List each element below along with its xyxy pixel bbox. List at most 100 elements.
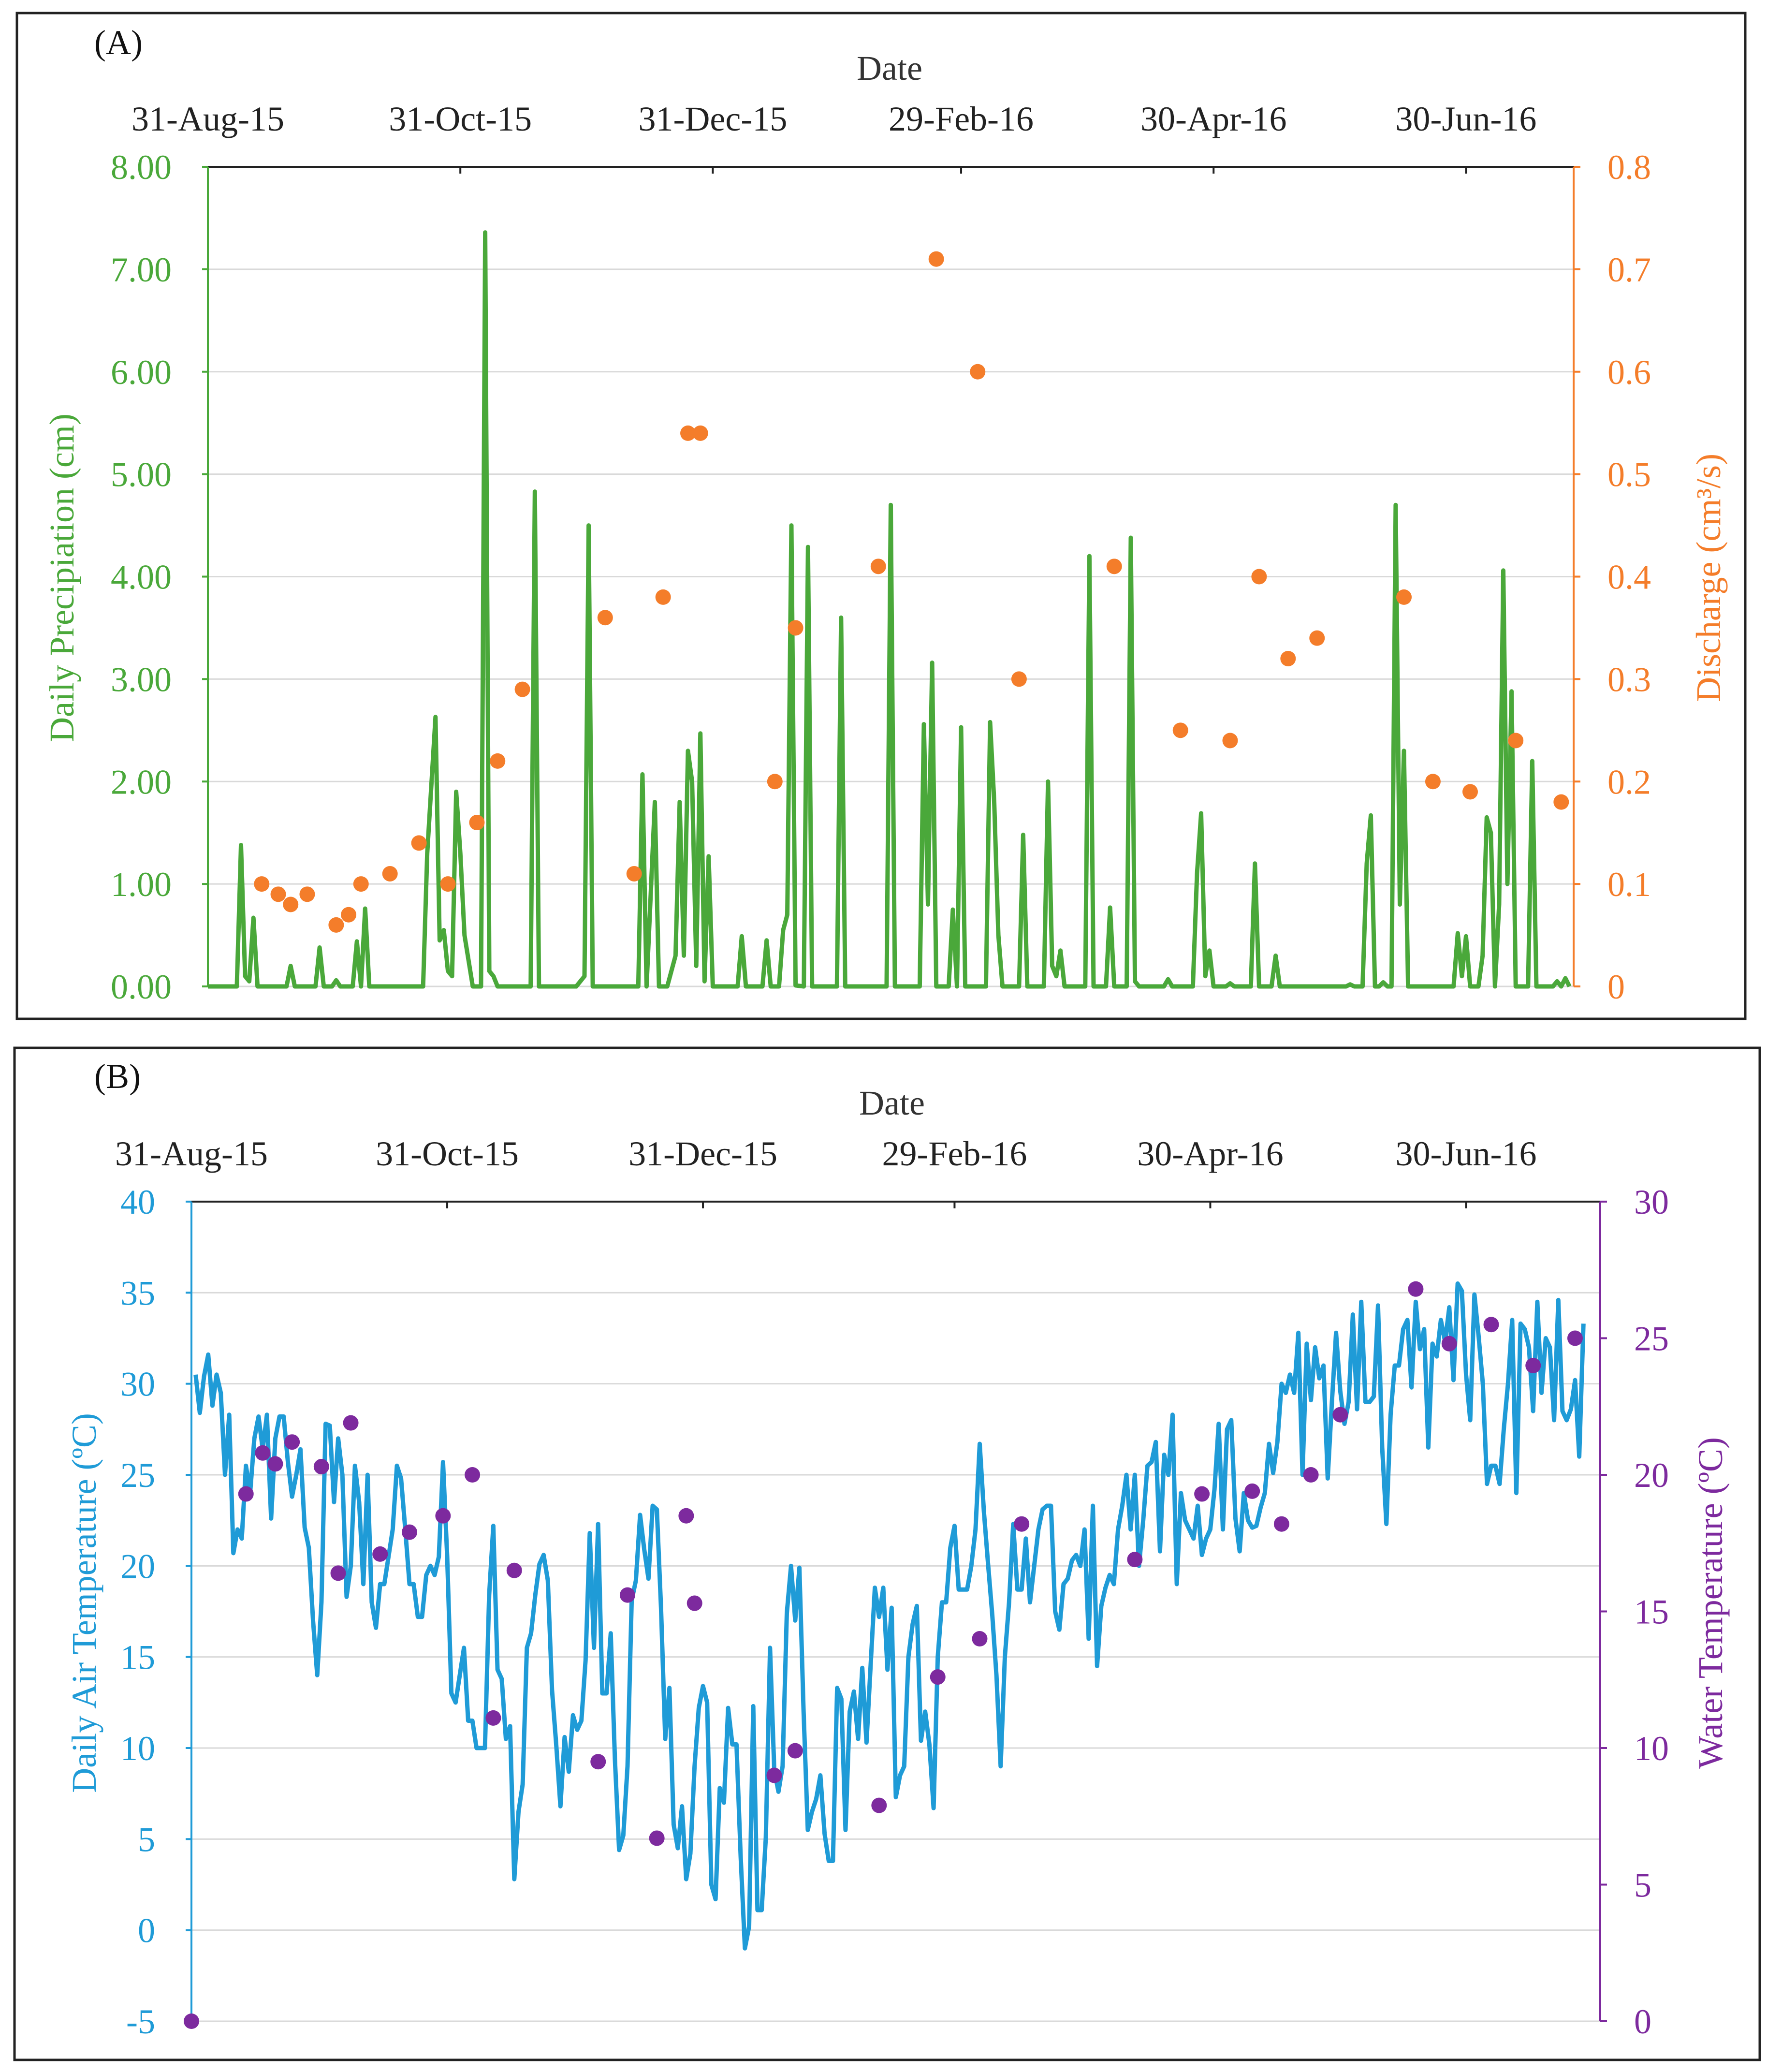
data-point bbox=[313, 1459, 329, 1475]
left-tick-label: 5 bbox=[138, 1820, 155, 1859]
left-tick-label: 8.00 bbox=[111, 148, 172, 187]
data-point bbox=[435, 1508, 451, 1524]
panel-a-right-axis: 0 0.1 0.2 0.3 0.4 0.5 0.6 0.7 0.8 bbox=[1573, 148, 1651, 1006]
data-point bbox=[928, 251, 944, 267]
x-tick-label: 30-Jun-16 bbox=[1395, 100, 1536, 138]
panel-b-frame bbox=[13, 1046, 1761, 2061]
data-point bbox=[1014, 1516, 1030, 1532]
left-tick-label: 0.00 bbox=[111, 968, 172, 1006]
data-point bbox=[1525, 1358, 1541, 1373]
panel-b-x-axis: 31-Aug-15 31-Oct-15 31-Dec-15 29-Feb-16 30-A… bbox=[115, 1134, 1600, 1208]
data-point bbox=[1508, 733, 1524, 749]
data-point bbox=[485, 1710, 501, 1726]
data-point bbox=[299, 886, 315, 902]
right-tick-label: 0 bbox=[1634, 2002, 1651, 2041]
data-point bbox=[649, 1830, 665, 1846]
data-point bbox=[1483, 1317, 1499, 1333]
data-point bbox=[1194, 1486, 1210, 1502]
panel-b: (B) Date 31-Aug-15 31-Oct-15 31-Dec-15 29-F… bbox=[13, 1046, 1761, 2061]
panel-a-left-axis-title: Daily Precipiation (cm) bbox=[43, 413, 81, 742]
x-tick-label: 30-Apr-16 bbox=[1140, 100, 1286, 138]
right-tick-label: 15 bbox=[1634, 1593, 1669, 1631]
data-point bbox=[788, 620, 803, 636]
data-point bbox=[655, 589, 671, 605]
data-point bbox=[930, 1669, 946, 1685]
data-point bbox=[506, 1562, 522, 1578]
left-tick-label: 35 bbox=[120, 1274, 155, 1312]
right-tick-label: 5 bbox=[1634, 1866, 1651, 1905]
data-point bbox=[871, 1797, 887, 1813]
data-point bbox=[1222, 733, 1238, 749]
data-point bbox=[972, 1631, 988, 1646]
data-point bbox=[283, 896, 299, 912]
panel-b-right-axis: 0 5 10 15 20 25 30 bbox=[1599, 1183, 1669, 2041]
panel-b-left-axis: -5 0 5 10 15 20 25 30 35 40 bbox=[120, 1183, 192, 2041]
left-tick-label: 15 bbox=[120, 1638, 155, 1677]
data-point bbox=[401, 1524, 417, 1540]
data-point bbox=[1280, 651, 1296, 666]
right-tick-label: 20 bbox=[1634, 1456, 1669, 1495]
data-point bbox=[255, 1445, 271, 1461]
data-point bbox=[343, 1415, 359, 1431]
data-point bbox=[590, 1754, 606, 1770]
x-tick-label: 30-Jun-16 bbox=[1395, 1134, 1536, 1173]
data-point bbox=[514, 681, 530, 697]
panel-b-label: (B) bbox=[94, 1057, 141, 1096]
data-point bbox=[341, 907, 357, 923]
left-tick-label: 40 bbox=[120, 1183, 155, 1221]
data-point bbox=[787, 1743, 803, 1759]
left-tick-label: 3.00 bbox=[111, 660, 172, 699]
data-point bbox=[184, 2013, 199, 2029]
left-tick-label: 10 bbox=[120, 1729, 155, 1768]
data-point bbox=[270, 886, 286, 902]
panel-a-frame bbox=[15, 12, 1747, 1020]
left-tick-label: 2.00 bbox=[111, 763, 172, 801]
data-point bbox=[1127, 1552, 1143, 1568]
data-point bbox=[1408, 1281, 1424, 1297]
data-point bbox=[1567, 1330, 1583, 1346]
panel-a-series bbox=[208, 230, 1572, 989]
panel-a-left-axis: 0.00 1.00 2.00 3.00 4.00 5.00 6.00 7.00 8.00 bbox=[111, 148, 209, 1006]
left-tick-label: -5 bbox=[126, 2002, 155, 2041]
panel-a-right-axis-title: Discharge (cm³/s) bbox=[1689, 454, 1728, 702]
data-point bbox=[1273, 1516, 1289, 1532]
data-point bbox=[1553, 794, 1569, 810]
data-point bbox=[626, 866, 642, 882]
data-point bbox=[678, 1508, 694, 1524]
data-point bbox=[411, 835, 427, 851]
panel-a-label: (A) bbox=[94, 23, 143, 62]
left-tick-label: 25 bbox=[120, 1456, 155, 1495]
panel-a-x-axis-title: Date bbox=[857, 49, 922, 88]
data-point bbox=[254, 876, 270, 892]
panel-a-gridlines bbox=[208, 166, 1574, 987]
data-point bbox=[870, 558, 886, 574]
data-point bbox=[1303, 1467, 1319, 1483]
right-tick-label: 10 bbox=[1634, 1729, 1669, 1768]
data-point bbox=[284, 1434, 300, 1450]
right-tick-label: 0.2 bbox=[1607, 763, 1651, 801]
x-tick-label: 30-Apr-16 bbox=[1137, 1134, 1283, 1173]
panel-b-left-axis-title: Daily Air Temperature (ºC) bbox=[65, 1413, 103, 1793]
left-tick-label: 6.00 bbox=[111, 353, 172, 392]
data-point bbox=[1106, 558, 1122, 574]
series-line bbox=[193, 1281, 1586, 1951]
right-tick-label: 25 bbox=[1634, 1320, 1669, 1358]
data-point bbox=[766, 1767, 782, 1783]
panel-b-series bbox=[184, 1281, 1586, 2029]
data-point bbox=[465, 1467, 481, 1483]
left-tick-label: 30 bbox=[120, 1365, 155, 1404]
data-point bbox=[1251, 569, 1267, 585]
x-tick-label: 31-Dec-15 bbox=[638, 100, 787, 138]
right-tick-label: 30 bbox=[1634, 1183, 1669, 1221]
right-tick-label: 0.3 bbox=[1607, 660, 1651, 699]
data-point bbox=[1244, 1483, 1260, 1499]
panel-b-right-axis-title: Water Temperature (ºC) bbox=[1691, 1437, 1730, 1769]
x-tick-label: 29-Feb-16 bbox=[882, 1134, 1027, 1173]
right-tick-label: 0.1 bbox=[1607, 865, 1651, 904]
x-tick-label: 31-Aug-15 bbox=[131, 100, 284, 138]
right-tick-label: 0.4 bbox=[1607, 558, 1651, 597]
left-tick-label: 4.00 bbox=[111, 558, 172, 597]
series-line bbox=[208, 230, 1572, 989]
